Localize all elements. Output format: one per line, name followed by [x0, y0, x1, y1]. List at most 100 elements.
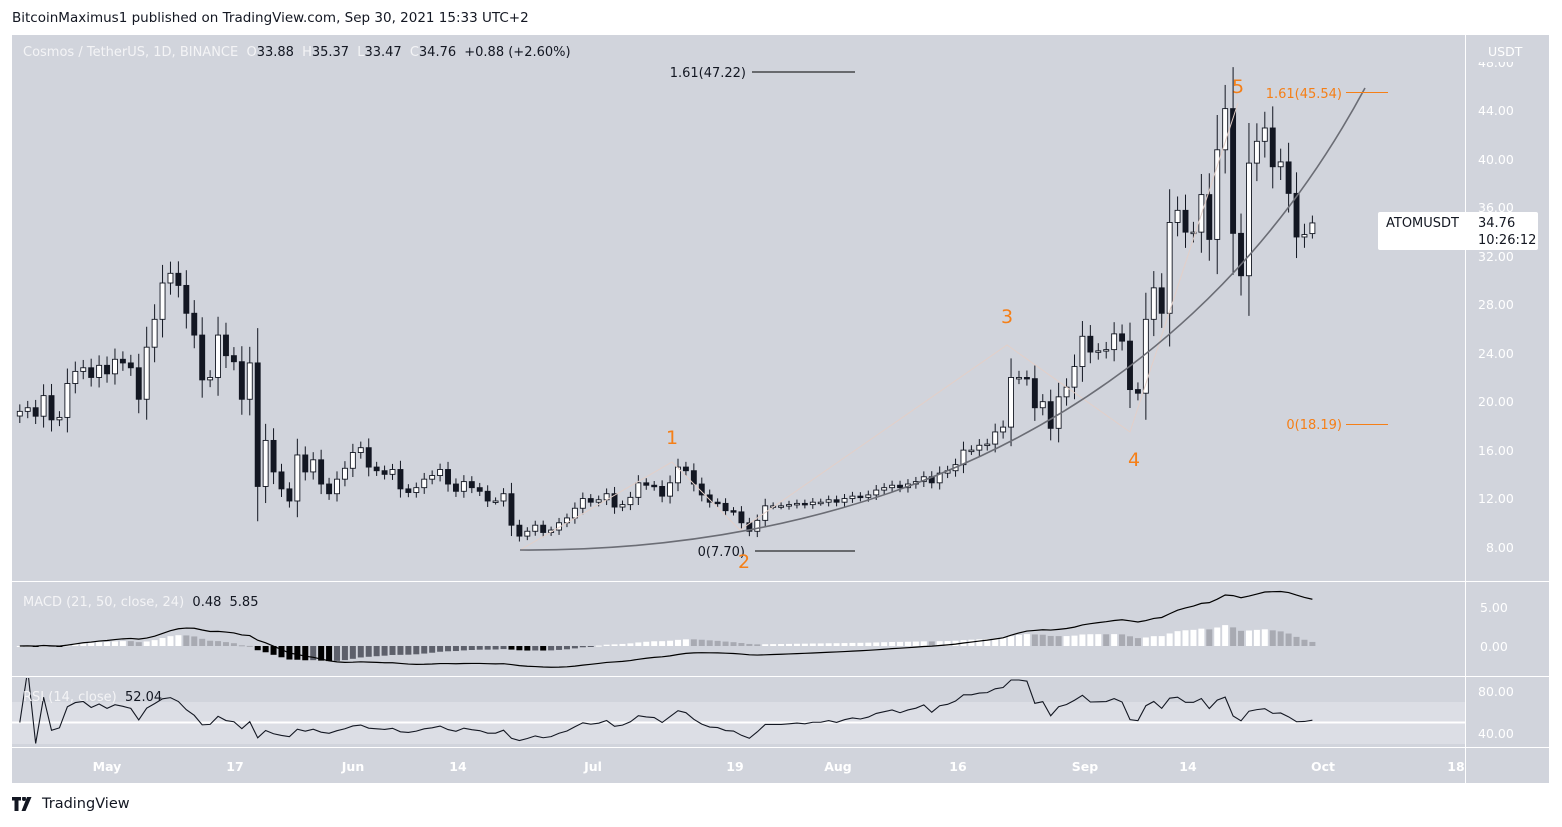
candle: [476, 482, 483, 497]
macd-histogram-bar: [135, 642, 142, 646]
macd-histogram-bar: [1055, 636, 1062, 646]
macd-histogram-bar: [460, 646, 467, 651]
candle: [532, 520, 539, 536]
candle-body: [865, 494, 872, 498]
parabolic-support-curve[interactable]: [519, 87, 1366, 551]
candle: [238, 346, 245, 415]
macd-histogram-bar: [476, 646, 483, 650]
candle: [24, 400, 31, 419]
candle-body: [667, 482, 674, 497]
candle: [302, 446, 309, 481]
wave-label-1: 1: [666, 427, 678, 449]
candle: [1253, 123, 1260, 182]
candle-body: [754, 519, 761, 532]
macd-histogram-bar: [619, 643, 626, 646]
candle-body: [310, 459, 317, 473]
candle-body: [786, 504, 792, 507]
candle: [817, 498, 824, 506]
macd-histogram-bar: [968, 639, 975, 646]
rsi-value: 52.04: [124, 690, 163, 705]
candle: [968, 445, 975, 455]
candle: [1134, 382, 1141, 401]
macd-histogram-bar: [373, 646, 380, 657]
price-axis[interactable]: 48.00 USDT 44.00 40.00 36.00 32.00 28.00…: [1476, 42, 1538, 741]
close-label: C: [409, 45, 419, 60]
candle-body: [873, 489, 880, 496]
candle: [88, 358, 95, 387]
candle-body: [349, 452, 356, 469]
candle-body: [1023, 377, 1030, 380]
macd-histogram-bar: [730, 642, 737, 646]
candle-body: [682, 466, 689, 472]
candle: [1103, 341, 1110, 359]
candle-body: [817, 501, 824, 505]
price-axis-currency: USDT: [1488, 44, 1523, 59]
macd-legend[interactable]: MACD (21, 50, close, 24) 0.48 5.85: [23, 595, 262, 610]
time-tick: 17: [226, 759, 243, 774]
candle: [318, 449, 325, 495]
candle: [786, 500, 792, 510]
candle-body: [809, 501, 816, 506]
candle-body: [897, 484, 903, 489]
candle: [143, 326, 150, 420]
macd-histogram-bar: [770, 644, 777, 646]
candle-body: [1174, 209, 1181, 223]
macd-histogram-bar: [1301, 639, 1308, 646]
high-label: H: [302, 45, 312, 60]
candle: [564, 513, 570, 528]
candle-body: [64, 383, 71, 418]
candle-body: [1301, 234, 1308, 238]
candle-body: [238, 361, 245, 400]
macd-histogram-bar: [706, 640, 713, 646]
macd-histogram-bar: [437, 646, 444, 652]
symbol-legend[interactable]: Cosmos / TetherUS, 1D, BINANCE O33.88 H3…: [23, 45, 575, 60]
last-price-tag: ATOMUSDT 34.76 10:26:12: [1378, 212, 1538, 250]
candle: [1261, 111, 1268, 158]
tradingview-logo[interactable]: TradingView: [12, 796, 130, 812]
candle-body: [1245, 162, 1252, 277]
macd-histogram-bar: [318, 646, 325, 661]
macd-histogram-bar: [159, 638, 166, 646]
candle-body: [207, 377, 214, 381]
candle-body: [254, 362, 261, 487]
candle: [682, 461, 689, 476]
candle: [1293, 172, 1300, 259]
candle: [1087, 325, 1094, 364]
candle: [587, 494, 594, 507]
macd-histogram-bar: [127, 641, 134, 646]
candle: [1079, 321, 1086, 382]
candle-body: [579, 498, 586, 509]
candle-body: [445, 469, 451, 485]
candle: [286, 482, 293, 508]
candle: [405, 484, 412, 498]
candle-body: [659, 486, 666, 497]
candle-body: [175, 272, 182, 286]
candle-body: [1309, 222, 1316, 235]
macd-histogram-bar: [1166, 633, 1173, 646]
candle-body: [223, 334, 229, 357]
candle: [611, 486, 618, 514]
candle-body: [532, 524, 539, 532]
macd-histogram-bar: [571, 646, 578, 649]
time-axis[interactable]: May 17 Jun 14 Jul 19 Aug 16 Sep 14 Oct 1…: [93, 759, 1465, 774]
macd-histogram-bar: [143, 641, 150, 646]
macd-histogram-bar: [413, 646, 420, 655]
candle-body: [112, 358, 118, 375]
rsi-plot: [19, 678, 1313, 744]
macd-histogram-bar: [698, 639, 705, 646]
chart-frame[interactable]: [12, 35, 1549, 783]
macd-histogram-bar: [326, 646, 333, 662]
rsi-legend[interactable]: RSI (14, close) 52.04: [23, 690, 166, 705]
time-tick: Sep: [1072, 759, 1098, 774]
candle: [453, 478, 459, 497]
macd-histogram-bar: [1127, 636, 1133, 646]
macd-histogram-bar: [349, 646, 356, 659]
candle: [1166, 189, 1173, 347]
candle: [841, 494, 848, 507]
candle: [1063, 378, 1070, 406]
wave-count-line[interactable]: [519, 102, 1239, 551]
candle: [373, 461, 380, 476]
candle-body: [96, 364, 103, 378]
macd-histogram-bar: [984, 638, 991, 646]
